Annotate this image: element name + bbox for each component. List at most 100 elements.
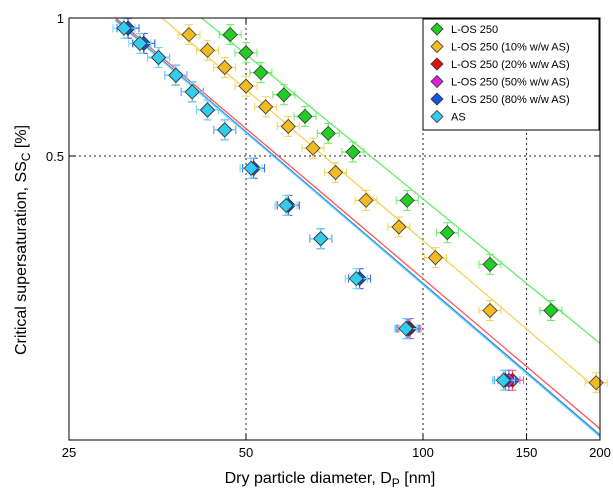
data-point — [276, 115, 300, 137]
data-point — [354, 189, 378, 211]
diamond-marker — [238, 45, 254, 61]
diamond-marker — [345, 144, 361, 160]
diamond-marker — [482, 302, 498, 319]
x-tick-label: 150 — [516, 445, 538, 460]
diamond-marker — [495, 372, 511, 388]
data-point — [249, 62, 273, 84]
diamond-marker — [132, 35, 148, 52]
plot-frame — [68, 17, 601, 441]
legend-entry: L-OS 250 (50% w/w AS) — [451, 77, 570, 89]
data-point — [128, 32, 152, 54]
x-tick-label: 100 — [412, 445, 434, 460]
legend-marker — [430, 39, 444, 54]
data-point — [239, 157, 263, 179]
diamond-marker — [116, 20, 132, 36]
diamond-marker — [199, 42, 216, 58]
data-points — [112, 17, 608, 394]
data-point — [387, 216, 411, 238]
legend-marker — [430, 57, 444, 71]
data-point — [177, 24, 201, 46]
diamond-marker — [297, 108, 313, 124]
x-tick-label: 25 — [62, 445, 76, 460]
diamond-marker — [327, 164, 344, 181]
data-point — [213, 56, 237, 78]
data-point — [316, 122, 340, 144]
diamond-marker — [276, 87, 292, 103]
diamond-marker — [253, 65, 269, 81]
data-point — [539, 300, 563, 322]
data-point — [423, 247, 447, 269]
data-point — [274, 194, 298, 216]
legend-marker — [430, 22, 444, 36]
legend: L-OS 250 L-OS 250 (10% w/w AS) L-OS 250 (2… — [422, 18, 600, 131]
diamond-marker — [243, 160, 259, 176]
x-tick-label: 200 — [589, 445, 611, 460]
data-point — [195, 39, 219, 61]
legend-entry: L-OS 250 (20% w/w AS) — [451, 59, 570, 71]
data-point — [341, 141, 365, 163]
y-tick-label: 1 — [57, 11, 64, 26]
diamond-marker — [280, 118, 296, 134]
diamond-marker — [305, 140, 321, 156]
data-point — [394, 318, 418, 340]
diamond-marker — [238, 78, 254, 94]
data-point — [195, 99, 219, 121]
diamond-marker — [482, 256, 498, 272]
diamond-marker — [181, 27, 197, 43]
data-point — [478, 300, 502, 322]
fit-line — [161, 18, 600, 393]
data-point — [218, 24, 242, 46]
data-point — [164, 64, 188, 86]
data-point — [234, 42, 258, 64]
diamond-marker — [150, 49, 167, 66]
legend-entry: L-OS 250 — [451, 24, 498, 36]
data-point — [435, 222, 459, 244]
diamond-marker — [168, 67, 184, 83]
diamond-marker — [399, 192, 415, 208]
diamond-marker — [278, 197, 294, 213]
data-point — [213, 119, 237, 141]
data-point — [234, 75, 258, 97]
diamond-marker — [184, 84, 200, 100]
diamond-marker — [358, 192, 374, 208]
diamond-marker — [313, 231, 329, 247]
legend-marker — [430, 74, 444, 89]
diamond-marker — [398, 321, 414, 337]
data-point — [293, 105, 317, 127]
data-point — [324, 162, 348, 184]
x-tick-label: 50 — [239, 445, 253, 460]
data-point — [309, 228, 333, 250]
data-point — [491, 369, 515, 391]
legend-entry: L-OS 250 (10% w/w AS) — [451, 42, 570, 54]
diamond-marker — [320, 125, 336, 141]
diamond-marker — [543, 302, 559, 319]
data-point — [301, 137, 325, 159]
data-point — [272, 84, 296, 106]
plot-border — [68, 17, 601, 441]
data-point — [180, 81, 204, 103]
legend-marker — [430, 109, 444, 124]
fit-line — [115, 18, 600, 430]
data-point — [147, 46, 171, 68]
diamond-marker — [217, 122, 233, 138]
data-point — [478, 253, 502, 275]
diamond-marker — [258, 99, 274, 115]
x-axis-label: Dry particle diameter, DP [nm] — [225, 470, 436, 490]
diamond-marker — [217, 59, 233, 76]
legend-entry: L-OS 250 (80% w/w AS) — [451, 94, 570, 106]
y-axis-label: Critical supersaturation, SSC [%] — [13, 125, 33, 355]
diamond-marker — [391, 219, 407, 235]
axis-ticks: 25 50 100 150 200 0.5 1 — [46, 11, 611, 460]
diamond-marker — [199, 102, 216, 118]
legend-marker — [430, 92, 444, 106]
data-point — [395, 189, 419, 211]
data-point — [254, 96, 278, 118]
diamond-marker — [427, 250, 444, 266]
y-tick-label: 0.5 — [46, 149, 64, 164]
diamond-marker — [348, 271, 364, 287]
data-point — [344, 268, 368, 290]
legend-entry: AS — [451, 112, 466, 124]
diamond-marker — [222, 27, 238, 43]
diamond-marker — [439, 225, 455, 241]
